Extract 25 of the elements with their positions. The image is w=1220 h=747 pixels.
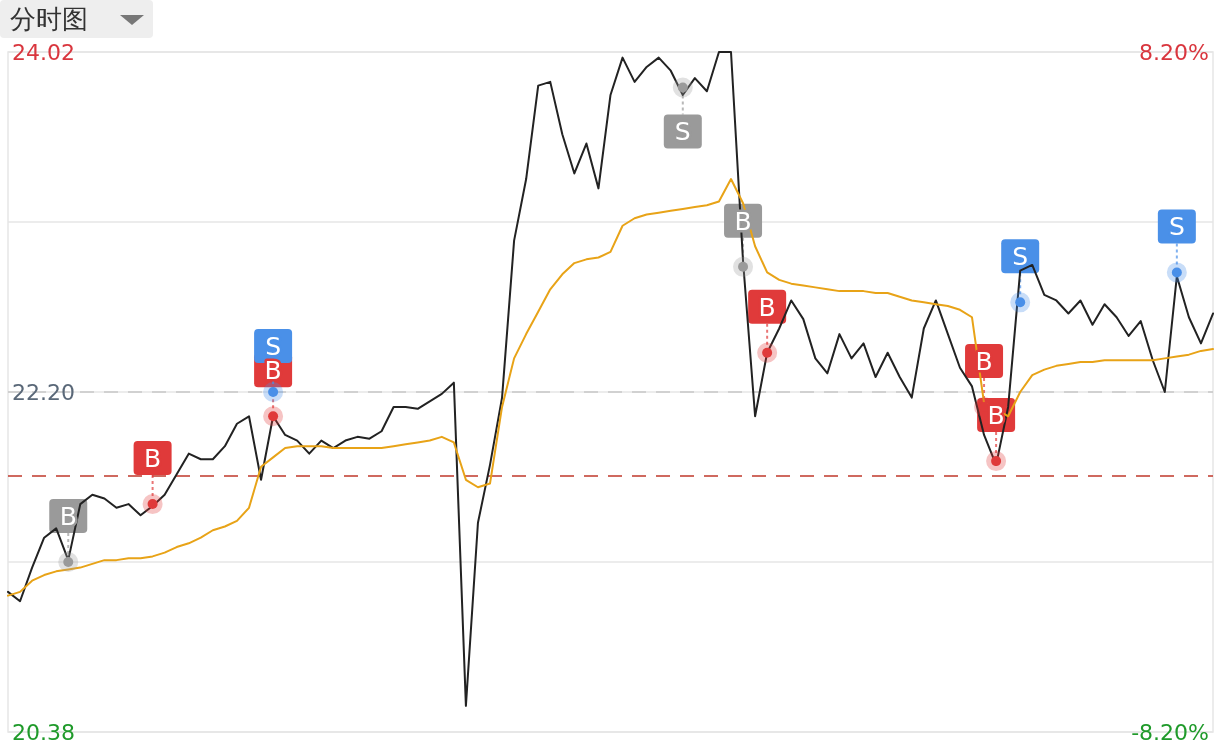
- data-label: B: [59, 502, 77, 531]
- y-tick-label: 24.02: [12, 39, 75, 65]
- point: [986, 451, 1007, 472]
- data-label: B: [975, 346, 993, 376]
- y-tick-label: 22.20: [12, 379, 75, 405]
- y2-tick-label: 8.20%: [1139, 39, 1209, 65]
- data-label: B: [144, 444, 162, 474]
- point: [142, 494, 163, 515]
- data-label: S: [1012, 242, 1029, 272]
- point: [733, 256, 754, 277]
- line-series: [7, 178, 1214, 597]
- point: [263, 406, 284, 427]
- chart-title: 分时图: [10, 4, 88, 34]
- point: [1166, 262, 1187, 283]
- data-label: S: [1168, 212, 1185, 242]
- y-tick-label: 20.38: [12, 719, 75, 745]
- point: [263, 382, 284, 402]
- point: [757, 342, 778, 363]
- data-label: S: [674, 117, 691, 147]
- data-label: B: [987, 401, 1005, 431]
- point: [672, 77, 693, 98]
- point: [58, 552, 79, 572]
- y2-tick-label: -8.20%: [1131, 719, 1209, 745]
- data-label: B: [758, 292, 776, 322]
- point: [1010, 292, 1031, 313]
